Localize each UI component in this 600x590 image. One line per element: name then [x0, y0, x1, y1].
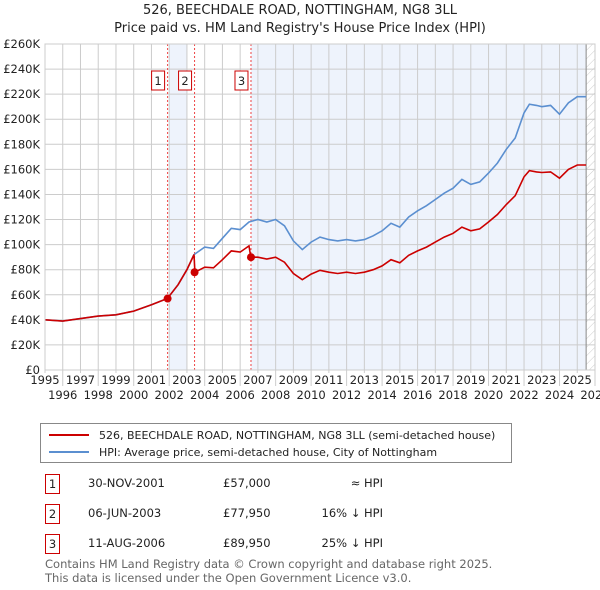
- title-line-1: 526, BEECHDALE ROAD, NOTTINGHAM, NG8 3LL: [142, 3, 458, 18]
- y-tick-label: £100K: [3, 238, 40, 252]
- x-tick-label: 2022: [509, 388, 538, 402]
- y-tick-label: £260K: [3, 37, 40, 51]
- x-tick-label: 2018: [438, 388, 467, 402]
- sale-label-box: [151, 70, 166, 91]
- price-chart: 1995199619971998199920002001200220032004…: [3, 37, 600, 402]
- y-tick-label: £60K: [11, 288, 41, 302]
- x-tick-label: 2014: [367, 388, 396, 402]
- sale-row: 3 11-AUG-2006 £89,950 25% ↓ HPI: [45, 534, 505, 554]
- x-tick-label: 1995: [30, 373, 59, 387]
- legend-item-property: 526, BEECHDALE ROAD, NOTTINGHAM, NG8 3LL…: [49, 427, 495, 443]
- sale-price: £77,950: [223, 506, 271, 520]
- x-tick-label: 2021: [492, 373, 521, 387]
- x-tick-label: 2004: [190, 388, 219, 402]
- sale-price: £89,950: [223, 536, 271, 550]
- x-tick-label: 2005: [208, 373, 237, 387]
- x-tick-label: 2023: [527, 373, 556, 387]
- sale-row: 1 30-NOV-2001 £57,000 ≈ HPI: [45, 474, 505, 494]
- y-tick-label: £200K: [3, 112, 40, 126]
- sale-point: [190, 268, 199, 277]
- x-tick-label: 2024: [545, 388, 574, 402]
- sale-label: 3: [238, 74, 245, 88]
- x-tick-label: 1996: [48, 388, 77, 402]
- y-tick-label: £40K: [11, 313, 41, 327]
- x-tick-label: 2011: [314, 373, 343, 387]
- legend-label-property: 526, BEECHDALE ROAD, NOTTINGHAM, NG8 3LL…: [99, 428, 496, 442]
- sale-number-badge: 2: [45, 504, 60, 524]
- sale-number-badge: 1: [45, 474, 60, 494]
- series-line-property: [44, 164, 587, 322]
- x-tick-label: 2026: [580, 388, 600, 402]
- y-tick-label: £240K: [3, 62, 40, 76]
- future-hatched-region: [586, 44, 595, 370]
- x-tick-label: 2006: [226, 388, 255, 402]
- sale-label: 1: [154, 74, 161, 88]
- x-tick-label: 2009: [279, 373, 308, 387]
- x-tick-label: 2007: [243, 373, 272, 387]
- sale-point: [246, 253, 255, 262]
- sale-hpi-relation: ≈ HPI: [350, 476, 383, 490]
- x-tick-label: 2002: [155, 388, 184, 402]
- chart-title: 526, BEECHDALE ROAD, NOTTINGHAM, NG8 3LL…: [0, 2, 600, 38]
- sale-label-box: [178, 70, 193, 91]
- x-tick-label: 2025: [563, 373, 592, 387]
- sale-label: 2: [181, 74, 188, 88]
- y-tick-label: £0: [25, 363, 40, 377]
- sale-label-box: [234, 70, 249, 91]
- legend-label-hpi: HPI: Average price, semi-detached house,…: [99, 445, 438, 459]
- x-tick-label: 2019: [456, 373, 485, 387]
- x-tick-label: 2012: [332, 388, 361, 402]
- sale-date: 06-JUN-2003: [88, 506, 162, 520]
- x-tick-label: 2001: [137, 373, 166, 387]
- sale-date: 30-NOV-2001: [88, 476, 165, 490]
- x-tick-label: 2003: [172, 373, 201, 387]
- sale-row: 2 06-JUN-2003 £77,950 16% ↓ HPI: [45, 504, 505, 524]
- x-tick-label: 1997: [66, 373, 95, 387]
- footer-line-1: Contains HM Land Registry data © Crown c…: [45, 557, 493, 571]
- legend: 526, BEECHDALE ROAD, NOTTINGHAM, NG8 3LL…: [40, 423, 512, 463]
- y-tick-label: £20K: [11, 338, 41, 352]
- y-tick-label: £140K: [3, 187, 40, 201]
- shaded-region: [250, 44, 587, 370]
- footer: Contains HM Land Registry data © Crown c…: [45, 557, 492, 585]
- plot-border: [44, 43, 596, 371]
- sale-number-badge: 3: [45, 534, 60, 554]
- sale-hpi-relation: 25% ↓ HPI: [321, 536, 383, 550]
- y-tick-label: £220K: [3, 87, 40, 101]
- shaded-region: [169, 44, 187, 370]
- x-tick-label: 2016: [403, 388, 432, 402]
- y-tick-label: £120K: [3, 213, 40, 227]
- y-tick-label: £180K: [3, 137, 40, 151]
- x-tick-label: 2017: [421, 373, 450, 387]
- legend-item-hpi: HPI: Average price, semi-detached house,…: [49, 444, 437, 460]
- title-line-2: Price paid vs. HM Land Registry's House …: [114, 21, 486, 36]
- legend-swatch-hpi: [49, 451, 89, 453]
- x-tick-label: 2015: [385, 373, 414, 387]
- footer-line-2: This data is licensed under the Open Gov…: [45, 571, 412, 585]
- x-tick-label: 1999: [101, 373, 130, 387]
- sale-hpi-relation: 16% ↓ HPI: [321, 506, 383, 520]
- sale-point: [163, 294, 172, 303]
- x-tick-label: 2013: [350, 373, 379, 387]
- x-tick-label: 1998: [84, 388, 113, 402]
- y-tick-label: £80K: [11, 263, 41, 277]
- y-tick-label: £160K: [3, 162, 40, 176]
- sale-date: 11-AUG-2006: [88, 536, 166, 550]
- x-tick-label: 2008: [261, 388, 290, 402]
- legend-swatch-property: [49, 434, 89, 436]
- x-tick-label: 2020: [474, 388, 503, 402]
- x-tick-label: 2000: [119, 388, 148, 402]
- x-tick-label: 2010: [296, 388, 325, 402]
- sale-price: £57,000: [223, 476, 271, 490]
